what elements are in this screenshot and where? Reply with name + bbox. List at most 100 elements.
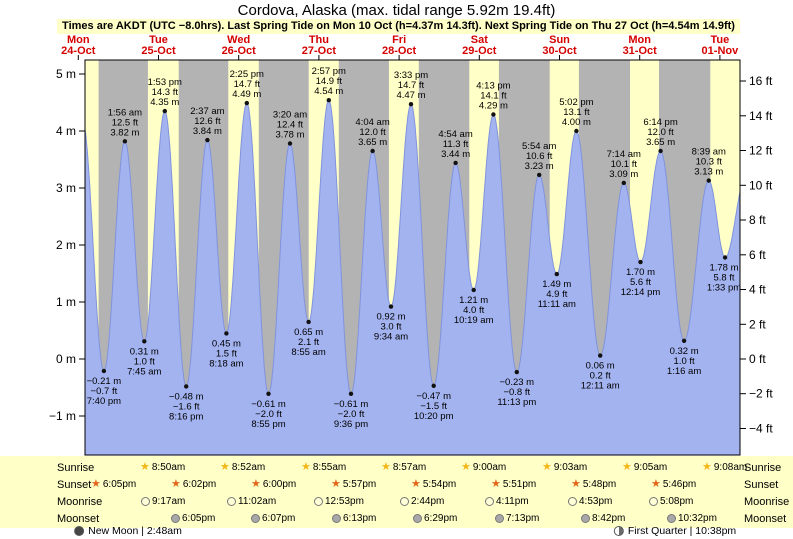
tide-extreme-dot (348, 391, 354, 396)
sunrise-entry: ★ 8:50am (140, 461, 185, 474)
y-axis-label-ft: 0 ft (749, 352, 766, 366)
moonset-time: 6:07pm (262, 513, 296, 524)
moonset-entry: 8:42pm (581, 512, 625, 525)
first-quarter-icon (613, 526, 624, 536)
sunset-icon: ★ (331, 478, 341, 490)
day-date-label: 30-Oct (542, 45, 577, 57)
tide-extreme-dot (142, 339, 147, 344)
y-axis-label-ft: 4 ft (749, 283, 766, 297)
y-axis-label-ft: 2 ft (749, 317, 766, 331)
tide-extreme-dot (537, 172, 542, 178)
tide-extreme-dot (598, 353, 603, 358)
tide-extreme-dot (266, 391, 271, 396)
sunset-time: 6:05pm (102, 479, 137, 490)
tide-annotation: 0.06 m 0.2 ft 12:11 am (581, 361, 620, 392)
moonrise-icon (400, 497, 409, 506)
tide-annotation: −0.47 m −1.5 ft 10:20 pm (414, 391, 454, 422)
tide-annotation: 3:20 am 12.4 ft 3.78 m (273, 110, 307, 141)
day-date-label: 27-Oct (302, 45, 337, 57)
sunset-icon: ★ (251, 478, 261, 490)
sunrise-time: 9:03am (553, 462, 588, 473)
sunset-entry: ★ 5:48pm (571, 478, 616, 491)
y-axis-label-m: 3 m (56, 181, 76, 195)
moonrise-time: 9:17am (152, 496, 186, 507)
sunrise-time: 9:00am (472, 462, 507, 473)
sunrise-row-label-left: Sunrise (57, 462, 95, 474)
tide-annotation: 5:54 am 10.6 ft 3.23 m (522, 141, 556, 172)
y-axis-label-m: 5 m (56, 67, 76, 81)
tide-extreme-dot (205, 137, 210, 143)
day-date-label: 01-Nov (702, 45, 740, 57)
moonset-row-label-right: Moonset (744, 513, 787, 525)
sunset-entry: ★ 5:57pm (331, 478, 376, 491)
tide-extreme-dot (554, 271, 559, 277)
sunset-time: 6:02pm (182, 479, 217, 490)
tide-extreme-dot (101, 368, 107, 374)
sunset-entry: ★ 6:00pm (251, 478, 296, 491)
moonrise-time: 4:53pm (579, 496, 613, 507)
y-axis-label-m: 2 m (56, 238, 76, 252)
moonrise-entry: 4:53pm (568, 495, 612, 508)
moonrise-entry: 12:53pm (314, 495, 364, 508)
tide-extreme-dot (706, 178, 711, 183)
y-axis-label-ft: 14 ft (749, 109, 773, 123)
day-date-label: 29-Oct (462, 45, 497, 57)
tide-curve (84, 99, 741, 456)
tide-annotation: 3:33 pm 14.7 ft 4.47 m (394, 70, 428, 101)
moonset-icon (171, 514, 180, 523)
tide-annotation: 7:14 am 10.1 ft 3.09 m (607, 149, 641, 180)
sunrise-time: 8:57am (392, 462, 427, 473)
sun-moon-panel (0, 456, 793, 528)
sunset-entry: ★ 6:05pm (91, 478, 136, 491)
moonrise-time: 12:53pm (325, 496, 364, 507)
sunset-entry: ★ 5:51pm (491, 478, 536, 491)
sunset-time: 5:46pm (662, 479, 697, 490)
sunrise-row-label-right: Sunrise (744, 462, 782, 474)
tide-extreme-dot (326, 98, 331, 103)
moonrise-entry: 2:44pm (400, 495, 444, 508)
moonset-entry: 7:13pm (495, 512, 539, 525)
sunset-entry: ★ 5:54pm (411, 478, 456, 491)
tide-extreme-dot (574, 128, 579, 134)
tide-extreme-dot (287, 141, 293, 146)
sunrise-icon: ★ (220, 461, 230, 473)
sunrise-icon: ★ (301, 461, 311, 473)
tide-extreme-dot (471, 287, 476, 293)
y-axis-label-ft: 8 ft (749, 213, 766, 227)
tide-annotation: 1.70 m 5.6 ft 12:14 pm (621, 267, 661, 298)
tide-extreme-dot (184, 384, 189, 389)
tide-extreme-dot (431, 383, 436, 388)
day-label: Mon (67, 34, 90, 46)
y-axis-label-m: 1 m (56, 295, 76, 309)
tide-annotation: 1.78 m 5.8 ft 1:33 pm (707, 263, 741, 294)
sunrise-time: 8:52am (231, 462, 266, 473)
moonrise-icon (568, 497, 577, 506)
moonset-entry: 10:32pm (667, 512, 717, 525)
new-moon-phase: New Moon | 2:48am (74, 525, 182, 537)
sunrise-entry: ★ 8:57am (381, 461, 426, 474)
plot-border (84, 59, 741, 456)
tide-annotation: 0.92 m 3.0 ft 9:34 am (374, 312, 408, 343)
moonrise-entry: 5:08pm (649, 495, 693, 508)
day-label: Thu (309, 34, 329, 46)
tide-annotation: 2:37 am 12.6 ft 3.84 m (190, 106, 224, 137)
y-axis-label-ft: −2 ft (749, 387, 773, 401)
tide-annotation: 0.65 m 2.1 ft 8:55 am (291, 327, 325, 358)
moonset-icon (495, 514, 504, 523)
moonset-icon (251, 514, 260, 523)
day-label: Wed (227, 34, 250, 46)
day-label: Mon (628, 34, 651, 46)
tide-extreme-dot (224, 331, 229, 336)
moonset-entry: 6:07pm (251, 512, 295, 525)
sunset-icon: ★ (491, 478, 501, 490)
moonset-time: 10:32pm (678, 513, 717, 524)
tide-annotation: 1.49 m 4.9 ft 11:11 am (538, 279, 576, 310)
day-label: Fri (392, 34, 406, 46)
sunrise-time: 9:08am (713, 462, 748, 473)
moonrise-time: 5:08pm (660, 496, 694, 507)
chart-subtitle: Times are AKDT (UTC −8.0hrs). Last Sprin… (57, 19, 740, 34)
tide-annotation: 1.21 m 4.0 ft 10:19 am (454, 295, 494, 326)
moonset-icon (581, 514, 590, 523)
moonset-time: 6:13pm (343, 513, 377, 524)
